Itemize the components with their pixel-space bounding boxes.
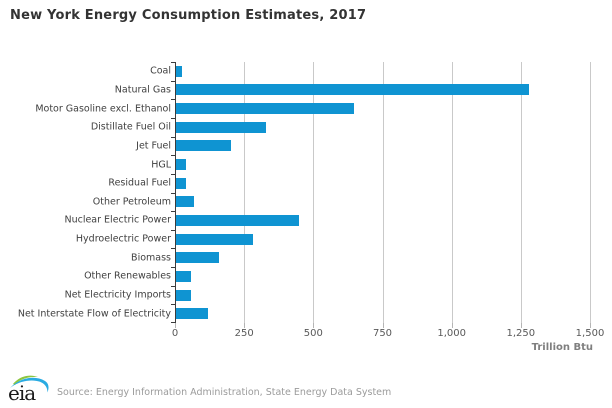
y-axis-tick (171, 304, 175, 305)
x-tick-label: 1,000 (437, 328, 466, 339)
category-label: Other Petroleum (92, 196, 171, 208)
x-axis-title: Trillion Btu (531, 342, 593, 353)
x-axis-tick (520, 323, 522, 328)
bar (176, 214, 299, 226)
category-label: Coal (150, 65, 171, 77)
category-label: HGL (151, 159, 171, 171)
plot-area (171, 62, 591, 328)
x-tick-label: 1,500 (575, 328, 605, 339)
y-axis-tick (171, 174, 175, 175)
category-label: Nuclear Electric Power (64, 214, 171, 226)
bar (176, 270, 191, 282)
bar (176, 252, 219, 264)
y-axis-tick (171, 137, 175, 138)
y-axis-tick (171, 155, 175, 156)
category-label: Jet Fuel (136, 140, 171, 152)
x-tick-label: 250 (234, 328, 254, 339)
category-label: Residual Fuel (108, 177, 171, 189)
category-label: Net Electricity Imports (64, 289, 171, 301)
eia-logo-text: eia (8, 381, 36, 403)
x-axis-tick (451, 323, 453, 328)
y-axis-tick (171, 248, 175, 249)
y-axis-tick (171, 99, 175, 100)
bar (176, 233, 253, 245)
gridline (451, 62, 453, 323)
y-axis-tick (171, 118, 175, 119)
bar (176, 103, 354, 115)
x-tick-label: 750 (372, 328, 393, 339)
gridline (382, 62, 384, 323)
source-text: Source: Energy Information Administratio… (57, 387, 392, 398)
eia-logo-blue-swoosh (10, 377, 49, 393)
y-axis-tick (171, 322, 175, 323)
y-axis-tick (171, 193, 175, 194)
bar (176, 159, 186, 171)
category-label: Natural Gas (114, 84, 171, 96)
bar (176, 84, 529, 96)
y-axis-tick (171, 81, 175, 82)
y-axis-tick (171, 286, 175, 287)
category-label: Biomass (131, 252, 171, 264)
x-axis-tick (244, 323, 246, 328)
x-tick-label: 500 (303, 328, 323, 339)
y-axis-tick (171, 211, 175, 212)
x-axis-tick (175, 323, 176, 328)
y-axis-tick (171, 62, 175, 63)
eia-logo: eia (8, 375, 49, 403)
bar (176, 140, 231, 152)
y-axis-tick (171, 230, 175, 231)
bar (176, 196, 194, 208)
category-label: Other Renewables (84, 270, 171, 282)
category-label: Net Interstate Flow of Electricity (17, 308, 171, 320)
gridline (244, 62, 246, 323)
bar (176, 65, 182, 77)
gridline (313, 62, 315, 323)
category-label: Distillate Fuel Oil (90, 121, 171, 133)
y-axis-tick (171, 267, 175, 268)
x-axis-tick (382, 323, 384, 328)
bar (176, 289, 191, 301)
x-axis-tick (313, 323, 315, 328)
x-tick-label: 0 (171, 328, 179, 339)
bar (176, 121, 266, 133)
gridline (520, 62, 522, 323)
category-label: Hydroelectric Power (75, 233, 171, 245)
category-label: Motor Gasoline excl. Ethanol (35, 103, 171, 115)
x-axis-tick (590, 323, 591, 328)
gridline (590, 62, 591, 323)
bar (176, 308, 208, 320)
x-tick-label: 1,250 (506, 328, 536, 339)
chart-title: New York Energy Consumption Estimates, 2… (10, 8, 367, 23)
bar (176, 177, 186, 189)
